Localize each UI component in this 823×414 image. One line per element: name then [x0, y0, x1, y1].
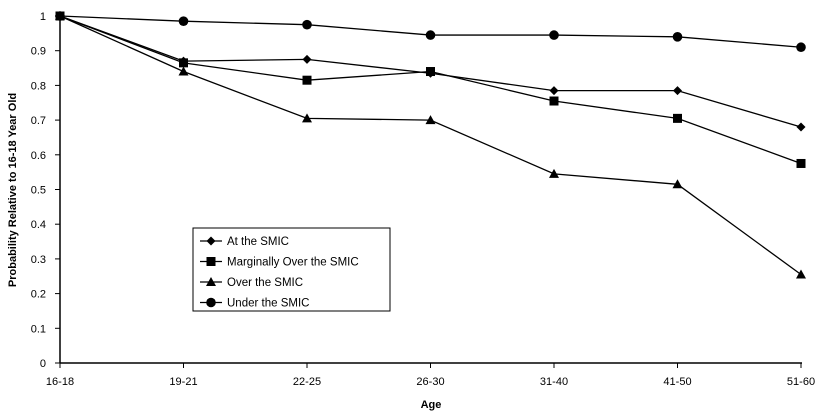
y-tick-label: 0.4 [31, 219, 46, 231]
y-tick-label: 0.9 [31, 46, 46, 58]
x-tick-label: 51-60 [787, 376, 815, 388]
legend-marker-diamond [206, 236, 216, 246]
y-tick-label: 0.7 [31, 115, 46, 127]
plot-area: 0 0.1 0.2 0.3 0.4 0.5 0.6 0.7 0.8 0.9 1 16-18 19-21… [31, 11, 815, 388]
data-point-marginally-over-the-smic [302, 75, 312, 85]
y-tick-label: 0 [40, 358, 46, 370]
data-point-at-the-smic [673, 86, 682, 96]
legend-box [192, 227, 391, 312]
x-tick-label: 16-18 [46, 376, 74, 388]
y-tick-label: 0.1 [31, 323, 46, 335]
data-point-marginally-over-the-smic [673, 113, 682, 123]
data-point-at-the-smic [302, 54, 312, 64]
data-point-over-the-smic [796, 269, 806, 279]
x-tick-label: 31-40 [540, 376, 568, 388]
legend: At the SMIC Marginally Over the SMIC Over … [192, 227, 391, 312]
x-tick-label: 19-21 [169, 376, 197, 388]
legend-marker-triangle [206, 277, 216, 286]
x-tick-label: 22-25 [293, 376, 321, 388]
legend-label: Marginally Over the SMIC [227, 257, 359, 269]
legend-label: Over the SMIC [227, 277, 303, 289]
data-point-over-the-smic [425, 115, 436, 125]
data-point-under-the-smic [425, 30, 436, 40]
legend-label: Under the SMIC [227, 298, 309, 310]
x-axis-title: Age [421, 399, 442, 411]
y-tick-label: 0.8 [31, 80, 46, 92]
data-point-over-the-smic [302, 113, 312, 123]
data-point-over-the-smic [178, 66, 189, 76]
y-axis-ticks: 0 0.1 0.2 0.3 0.4 0.5 0.6 0.7 0.8 0.9 1 [31, 11, 60, 370]
data-point-marginally-over-the-smic [179, 58, 188, 68]
y-tick-label: 1 [40, 11, 46, 23]
data-point-at-the-smic [796, 122, 806, 132]
y-tick-label: 0.5 [31, 185, 46, 197]
data-point-over-the-smic [672, 179, 683, 189]
y-tick-label: 0.6 [31, 150, 46, 162]
data-point-over-the-smic [549, 168, 559, 178]
data-point-under-the-smic [55, 11, 65, 21]
data-point-marginally-over-the-smic [796, 158, 806, 168]
x-axis-ticks: 16-18 19-21 22-25 26-30 31-40 41-50 51-60 [46, 363, 815, 388]
y-axis-title: Probability Relative to 16-18 Year Old [7, 93, 19, 287]
data-point-marginally-over-the-smic [426, 67, 435, 77]
data-point-under-the-smic [672, 32, 683, 42]
x-tick-label: 26-30 [416, 376, 444, 388]
data-point-under-the-smic [178, 16, 189, 27]
x-tick-label: 41-50 [663, 376, 691, 388]
data-point-under-the-smic [549, 30, 559, 40]
y-tick-label: 0.3 [31, 254, 46, 266]
legend-marker-square [206, 257, 216, 266]
series-line-over-the-smic [59, 15, 802, 276]
y-tick-label: 0.2 [31, 289, 46, 301]
series-markers [55, 11, 806, 279]
legend-marker-circle [206, 297, 216, 308]
data-point-under-the-smic [796, 42, 806, 53]
data-point-at-the-smic [549, 86, 559, 96]
series-lines [59, 15, 802, 276]
legend-label: At the SMIC [227, 236, 289, 248]
data-point-marginally-over-the-smic [549, 96, 559, 106]
data-point-under-the-smic [302, 19, 312, 30]
